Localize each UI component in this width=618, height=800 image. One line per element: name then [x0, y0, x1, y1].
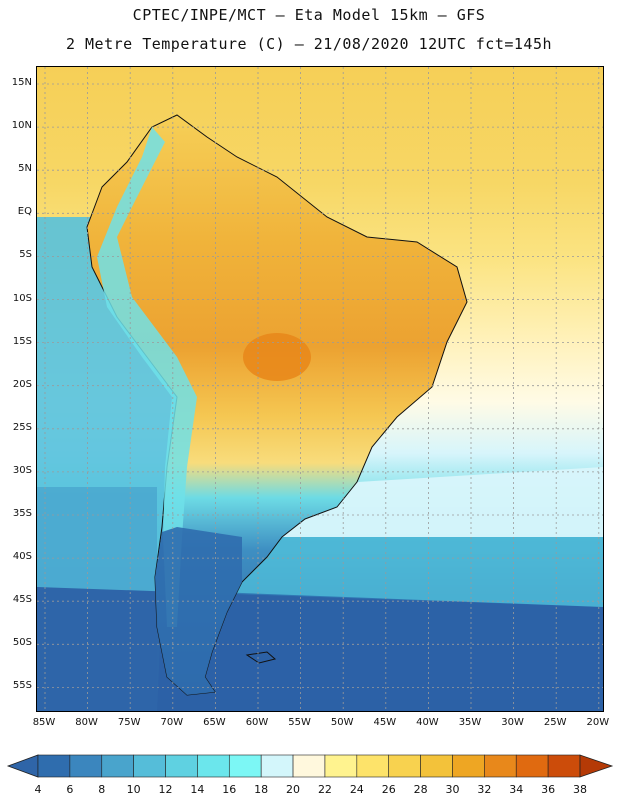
lat-label: 45S — [12, 594, 32, 606]
lon-label: 75W — [117, 717, 141, 728]
lat-label: 15S — [12, 335, 32, 347]
lon-label: 50W — [330, 717, 354, 728]
lon-label: 70W — [160, 717, 184, 728]
lat-label: 10N — [11, 120, 32, 132]
lat-label: EQ — [17, 206, 32, 218]
colorbar-bin — [420, 754, 453, 778]
lon-label: 40W — [416, 717, 439, 728]
colorbar-tick-label: 6 — [66, 783, 74, 796]
colorbar-bin — [37, 754, 71, 778]
lat-label: 5S — [19, 249, 32, 261]
colorbar-tick-label: 14 — [190, 783, 205, 796]
colorbar-bin — [452, 754, 485, 778]
colorbar-tick-label: 28 — [413, 783, 428, 796]
colorbar-bin — [165, 754, 198, 778]
central-hot-core — [243, 333, 311, 381]
colorbar-tick-label: 22 — [317, 783, 332, 796]
lon-label: 65W — [203, 717, 226, 728]
lon-label: 30W — [501, 717, 524, 728]
colorbar-bin — [228, 754, 262, 778]
lat-label: 40S — [12, 551, 32, 563]
colorbar-tick-label: 20 — [286, 783, 301, 796]
lat-label: 15N — [11, 77, 32, 88]
lat-label: 25S — [12, 421, 32, 433]
colorbar-bin — [324, 754, 358, 778]
lat-label: 35S — [12, 508, 32, 519]
lon-label: 85W — [32, 717, 56, 728]
colorbar-tick-label: 4 — [34, 783, 42, 796]
colorbar-tick-label: 24 — [349, 783, 364, 796]
colorbar-bin — [292, 754, 326, 778]
colorbar-bin — [133, 754, 166, 778]
colorbar-bin — [197, 754, 230, 778]
south-atlantic-mild — [277, 467, 603, 537]
andes-cool-strip — [97, 127, 197, 627]
lon-label: 80W — [75, 717, 98, 728]
colorbar-tick-label: 32 — [477, 783, 492, 796]
colorbar-tick-label: 34 — [509, 783, 524, 796]
lon-label: 45W — [373, 717, 397, 728]
patagonia-cold — [155, 527, 242, 695]
colorbar-high-arrow — [579, 754, 614, 778]
chart-title-line1: CPTEC/INPE/MCT – Eta Model 15km – GFS — [132, 6, 486, 24]
chart-title-line2: 2 Metre Temperature (C) – 21/08/2020 12U… — [65, 35, 553, 53]
lon-label: 25W — [543, 717, 567, 728]
colorbar-low-arrow — [6, 754, 39, 778]
colorbar-bin — [101, 754, 134, 778]
lon-label: 20W — [586, 717, 610, 728]
lat-label: 50S — [12, 637, 32, 649]
southern-ocean-cold — [37, 587, 603, 711]
colorbar-tick-label: 8 — [98, 783, 106, 796]
colorbar-tick-label: 16 — [222, 783, 237, 796]
colorbar-bin — [515, 754, 549, 778]
colorbar-tick-label: 10 — [126, 783, 141, 796]
colorbar-bin — [260, 754, 294, 778]
colorbar-tick-label: 36 — [541, 783, 556, 796]
lon-label: 55W — [288, 717, 311, 728]
colorbar-tick-label: 26 — [381, 783, 396, 796]
lat-label: 30S — [12, 464, 32, 476]
lon-label: 60W — [245, 717, 269, 728]
lat-label: 55S — [12, 680, 32, 692]
lon-label: 35W — [458, 717, 482, 728]
temperature-map — [36, 66, 604, 712]
colorbar-bin — [69, 754, 103, 778]
lat-label: 5N — [18, 163, 32, 175]
lat-label: 10S — [12, 292, 32, 304]
colorbar-tick-label: 30 — [445, 783, 460, 796]
lat-label: 20S — [12, 378, 32, 390]
colorbar-bin — [484, 754, 517, 778]
colorbar-tick-label: 12 — [158, 783, 173, 796]
temperature-colorbar — [6, 754, 614, 778]
falkland-islands — [245, 651, 277, 664]
colorbar-tick-label: 18 — [254, 783, 269, 796]
colorbar-tick-label: 38 — [573, 783, 587, 796]
graticule — [37, 67, 603, 711]
south-atlantic-cool — [217, 537, 603, 607]
colorbar-bin — [547, 754, 581, 778]
colorbar-bin — [356, 754, 390, 778]
colorbar-bin — [388, 754, 421, 778]
